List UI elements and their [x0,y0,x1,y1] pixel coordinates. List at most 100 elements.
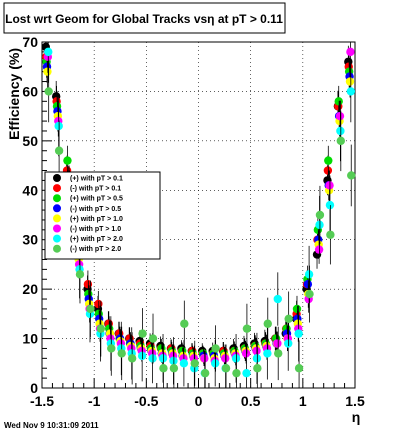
data-point [346,47,355,57]
data-point [345,77,355,86]
data-point [43,67,52,76]
data-point [221,354,230,363]
y-axis-label: Efficiency (%) [6,48,22,140]
data-point [252,354,262,363]
data-point [232,368,241,378]
y-tick-label: 20 [22,281,38,297]
axis-ticks [41,41,356,389]
data-point [346,87,356,96]
data-point [284,339,293,348]
data-point [190,359,199,368]
legend-label: (+) with pT > 0.5 [70,196,123,203]
data-point [335,111,345,121]
legend-label: (+) with pT > 0.1 [70,176,123,183]
data-point [54,146,64,155]
chart-title: Lost wrt Geom for Global Tracks vsη at p… [5,12,283,26]
data-point [179,359,189,368]
legend-marker [53,224,61,233]
data-point [326,230,335,239]
legend-label: (+) with pT > 1.0 [70,216,123,223]
data-point [54,121,63,131]
data-point [304,270,314,279]
legend-marker [53,174,61,182]
data-point [180,319,189,328]
title-box [3,2,286,34]
data-point [324,156,333,165]
legend-marker [53,184,61,193]
x-axis-label: η [352,409,361,425]
legend-label: (-) with pT > 2.0 [70,246,121,253]
data-point [242,368,251,378]
data-point [75,270,85,279]
data-point [159,364,168,373]
data-point [231,354,241,363]
data-point [44,47,53,57]
data-point [303,280,313,289]
data-point [315,220,324,230]
data-point [83,280,93,289]
data-point [253,364,262,373]
data-point [263,349,272,358]
x-tick-label: -1 [88,393,101,409]
data-point [44,87,53,96]
data-point [241,349,251,358]
x-tick-label: 1 [299,393,307,409]
data-point [242,324,252,333]
x-tick-label: 0 [195,393,203,409]
legend-label: (-) with pT > 0.1 [70,186,121,193]
y-tick-label: 30 [22,232,38,248]
data-point [325,200,335,210]
data-point [138,329,147,338]
data-point [137,351,147,361]
data-marks [41,42,356,388]
data-point [315,210,325,220]
data-point [169,364,179,373]
legend-marker [53,214,61,223]
legend-box [44,171,161,260]
data-point [210,359,220,368]
x-tick-label: -0.5 [134,393,158,409]
data-point [347,171,356,180]
data-point [336,126,345,136]
y-tick-label: 40 [22,182,38,198]
tick-labels: -1.5 -1 -0.5 0 0.5 1 1.5 0 10 20 30 40 50 60 70 [22,34,365,409]
data-point [292,304,302,314]
data-point [127,354,137,363]
data-point [86,304,95,314]
data-point [63,156,72,165]
legend: (+) with pT > 0.1 (-) with pT > 0.1 (+) wi… [44,171,161,260]
data-point [148,334,158,343]
x-tick-label: -1.5 [30,393,54,409]
legend-label: (-) with pT > 1.0 [70,226,121,233]
y-tick-label: 50 [22,133,38,149]
data-point [274,349,283,358]
legend-marker [53,244,61,253]
footer-timestamp: Wed Nov 9 10:31:09 2011 [4,421,99,430]
data-point [200,368,210,378]
y-tick-label: 70 [22,34,38,50]
data-point [94,299,103,309]
data-point [252,346,261,356]
data-point [273,294,282,304]
legend-marker [53,234,61,243]
data-point [117,349,126,358]
legend-label: (+) with pT > 2.0 [70,236,123,243]
data-point [211,344,220,353]
data-point [334,97,343,106]
data-point [294,364,304,373]
data-point [148,354,157,363]
series-8 [44,60,356,388]
data-point [273,339,282,348]
data-point [96,324,106,333]
data-point [107,344,116,353]
data-point [284,314,293,323]
data-point [314,245,324,254]
data-point [323,166,333,175]
legend-label: (-) with pT > 0.5 [70,206,121,213]
y-tick-label: 10 [22,331,38,347]
data-point [305,289,314,299]
x-tick-label: 0.5 [241,393,261,409]
data-point [325,181,334,190]
data-point [158,354,168,363]
